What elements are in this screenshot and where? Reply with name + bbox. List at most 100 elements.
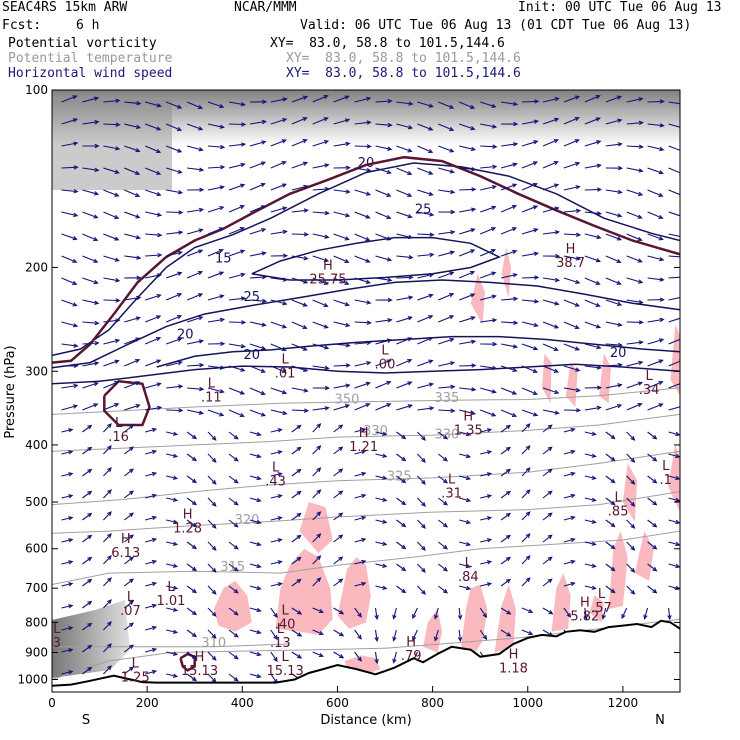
wind-vector-head [533, 251, 540, 256]
wind-vector-head [374, 614, 379, 621]
wind-vector [103, 555, 112, 565]
wind-vector-head [94, 143, 100, 149]
wind-vector-head [490, 249, 497, 254]
wind-vector-head [511, 227, 518, 232]
extremum-value: 38.7 [556, 256, 585, 271]
wind-vector [542, 207, 559, 213]
wind-vector [354, 651, 362, 662]
wind-vector-head [199, 167, 205, 172]
wind-vector-head [679, 128, 680, 129]
wind-vector-head [239, 390, 246, 395]
wind-vector [103, 255, 119, 262]
wind-vector-head [324, 365, 330, 371]
wind-vector [605, 453, 615, 461]
wind-vector [228, 101, 245, 106]
wind-vector [375, 145, 392, 150]
wind-vector [61, 118, 77, 125]
wind-vector-head [617, 322, 623, 327]
wind-vector-head [135, 124, 142, 130]
wind-vector [542, 97, 559, 103]
wind-vector-head [93, 214, 99, 219]
wind-vector-head [392, 614, 397, 620]
wind-vector-head [72, 236, 78, 241]
wind-vector-head [281, 161, 287, 166]
wind-vector [291, 607, 302, 615]
wind-vector [437, 497, 448, 506]
stratosphere-pv-shading-left [52, 100, 172, 190]
extremum-value: 1.18 [499, 661, 528, 676]
wind-vector-head [282, 410, 288, 416]
wind-vector [375, 167, 391, 174]
wind-vector-head [675, 431, 680, 437]
wind-vector [249, 205, 266, 213]
wind-vector-head [303, 388, 309, 393]
wind-vector [459, 208, 476, 213]
wind-vector-head [570, 537, 576, 543]
wind-vector-head [198, 339, 205, 344]
wind-vector [354, 472, 366, 477]
wind-vector-head [128, 600, 135, 606]
wind-vector [82, 623, 92, 631]
wind-vector-head [566, 612, 572, 618]
wind-vector-head [610, 522, 616, 528]
wind-vector [186, 340, 203, 345]
wind-vector [500, 183, 517, 191]
wind-vector [396, 255, 413, 259]
extremum-marker: L [277, 622, 285, 637]
wind-vector-head [218, 271, 225, 276]
wind-vector-head [281, 139, 287, 144]
wind-vector-head [297, 632, 303, 637]
wind-vector-head [178, 230, 184, 235]
wind-vector [228, 205, 245, 213]
wind-vector [165, 123, 182, 131]
wind-vector-head [528, 608, 534, 614]
wind-vector [354, 538, 366, 543]
wind-vector-head [449, 126, 455, 131]
extremum-value: .84 [458, 570, 479, 585]
plot-frame [51, 89, 681, 693]
wind-vector [61, 189, 78, 193]
wind-vector-head [156, 191, 162, 197]
wind-vector-head [366, 320, 372, 325]
wind-vector [61, 626, 73, 631]
wind-vector-head [107, 423, 112, 429]
wind-vector [396, 211, 412, 218]
wind-vector-head [570, 471, 576, 477]
wind-vector [605, 475, 615, 483]
wind-vector [501, 321, 518, 324]
wind-vector-head [401, 544, 407, 550]
wind-vector-head [679, 405, 680, 406]
wind-vector-head [610, 588, 616, 594]
wind-vector [500, 205, 517, 213]
wind-vector [480, 165, 497, 169]
wind-vector-head [87, 578, 93, 584]
wind-vector-head [421, 545, 426, 551]
wind-vector-head [610, 500, 616, 506]
wind-vector [186, 123, 203, 131]
wind-vector-head [596, 140, 602, 145]
wind-vector [480, 387, 496, 393]
wind-vector-head [136, 101, 142, 106]
wind-vector-head [482, 613, 488, 619]
wind-vector-head [211, 457, 217, 463]
wind-vector [354, 560, 366, 565]
wind-vector [103, 577, 112, 587]
wind-vector [647, 541, 657, 550]
wind-vector-head [429, 212, 435, 217]
wind-vector-head [553, 324, 560, 329]
wind-vector-head [233, 588, 239, 594]
wind-vector [228, 387, 245, 395]
wind-vector [437, 431, 448, 440]
wind-vector-head [240, 142, 247, 147]
wind-vector [521, 183, 538, 191]
wind-vector-head [345, 343, 351, 348]
wind-vector-head [511, 390, 518, 395]
wind-vector [103, 423, 112, 433]
wind-vector [270, 629, 278, 640]
wind-vector [458, 101, 475, 109]
wind-vector [438, 315, 454, 323]
wind-vector [61, 299, 77, 307]
wind-vector [61, 516, 73, 521]
wind-vector [584, 497, 596, 502]
wind-vector-head [470, 410, 477, 416]
